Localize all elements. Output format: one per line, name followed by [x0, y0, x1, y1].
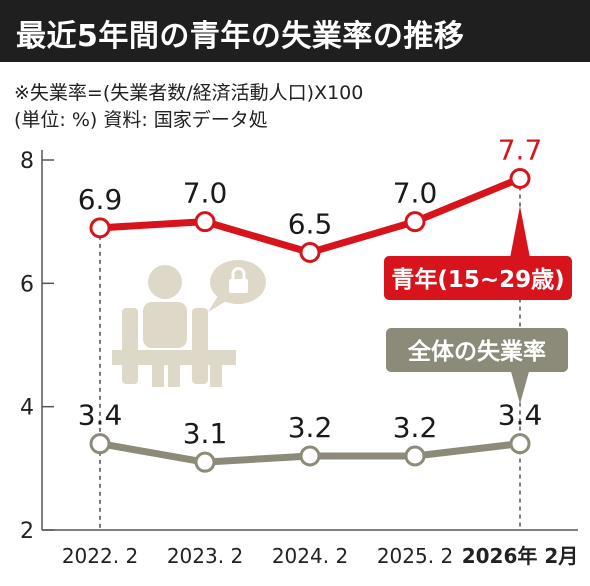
y-tick-label: 6 [20, 272, 34, 297]
overall-data-label: 3.1 [183, 417, 228, 450]
title-bar: 最近5年間の青年の失業率の推移 [0, 0, 590, 62]
x-tick-label: 2023. 2 [167, 544, 243, 568]
youth-data-label: 6.5 [288, 208, 333, 241]
youth-data-label: 7.0 [183, 177, 228, 210]
overall-data-label: 3.4 [498, 399, 543, 432]
legend-youth-label: 青年(15~29歳) [391, 266, 564, 293]
x-tick-label: 2022. 2 [62, 544, 138, 568]
youth-data-point [194, 211, 216, 233]
overall-data-point [509, 433, 531, 455]
overall-data-point [404, 445, 426, 467]
x-tick-label: 2025. 2 [377, 544, 453, 568]
formula-note: ※失業率=(失業者数/経済活動人口)X100 [14, 82, 364, 104]
overall-data-point [194, 451, 216, 473]
youth-data-label: 7.0 [393, 177, 438, 210]
overall-data-label: 3.4 [78, 399, 123, 432]
x-tick-label: 2026年 2月 [462, 544, 579, 568]
speech-bubble-icon [208, 260, 266, 312]
overall-data-point [299, 445, 321, 467]
legend-overall-label: 全体の失業率 [407, 338, 546, 365]
youth-data-point [89, 217, 111, 239]
youth-data-point [404, 211, 426, 233]
youth-data-point [299, 242, 321, 263]
overall-data-label: 3.2 [393, 411, 438, 444]
unit-source-note: (単位: %) 資料: 国家データ処 [14, 109, 268, 131]
overall-data-label: 3.2 [288, 411, 333, 444]
overall-data-point [89, 433, 111, 455]
chart-title: 最近5年間の青年の失業率の推移 [16, 19, 465, 54]
y-tick-label: 8 [20, 149, 34, 174]
y-tick-label: 2 [20, 519, 34, 544]
youth-data-label: 6.9 [78, 183, 123, 216]
youth-data-point [509, 168, 531, 189]
person-at-desk-icon [112, 265, 236, 387]
x-tick-label: 2024. 2 [272, 544, 348, 568]
legend-overall: 全体の失業率 [386, 328, 568, 404]
y-tick-label: 4 [20, 396, 34, 421]
youth-data-label: 7.7 [498, 134, 543, 167]
legend-youth: 青年(15~29歳) [384, 206, 572, 300]
